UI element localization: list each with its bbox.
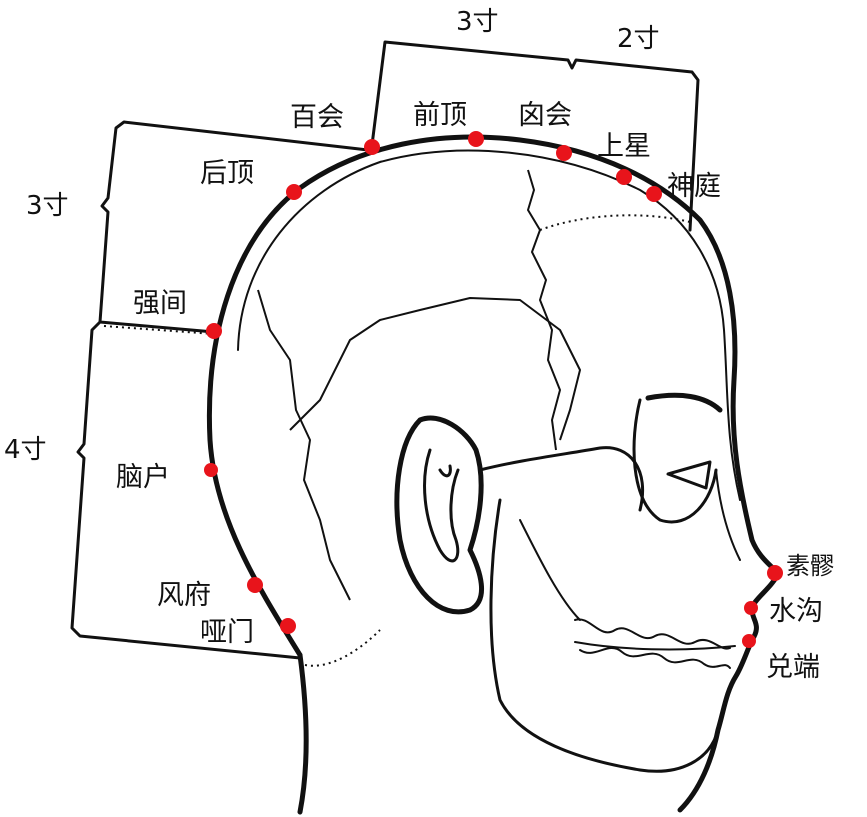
skull-inner-outline (237, 149, 741, 501)
label-shenting: 神庭 (667, 171, 721, 202)
coronal-suture (527, 169, 561, 451)
measure-top-right: 2寸 (617, 24, 660, 54)
skull-detail (237, 149, 741, 773)
label-suliao: 素髎 (786, 552, 834, 580)
acupoint-labels: 百会 前顶 囟会 上星 神庭 后顶 强间 脑户 风府 哑门 素髎 水沟 兑端 (116, 100, 834, 683)
lower-teeth (579, 647, 731, 669)
acupoints (204, 131, 783, 648)
scalp-outline (206, 134, 781, 658)
ear-outer (394, 415, 485, 615)
point-shangxing (616, 169, 632, 185)
point-duiduan (742, 634, 756, 648)
label-yamen: 哑门 (200, 617, 254, 648)
point-xinhui (556, 145, 572, 161)
point-baihui (364, 139, 380, 155)
face-profile (677, 571, 781, 813)
measurement-brackets (70, 40, 700, 660)
measure-back-upper: 3寸 (26, 191, 69, 221)
zygomatic-arch (478, 446, 645, 512)
lambdoid-suture (257, 289, 351, 601)
upper-teeth (574, 618, 731, 650)
back-lower-bracket (70, 320, 302, 660)
label-houding: 后顶 (200, 158, 254, 189)
point-yamen (280, 618, 296, 634)
point-houding (286, 184, 302, 200)
teeth-line (574, 641, 736, 651)
eye-brow (645, 392, 723, 413)
label-xinhui: 囟会 (518, 100, 572, 131)
measurement-labels: 3寸 2寸 3寸 4寸 (4, 7, 660, 465)
label-naohu: 脑户 (116, 462, 170, 493)
neck-dotted (304, 629, 381, 667)
ear-inner (423, 448, 460, 563)
neck-back (297, 652, 309, 815)
label-shangxing: 上星 (597, 131, 651, 162)
mandible-inner (519, 519, 581, 621)
label-qianding: 前顶 (413, 100, 467, 131)
eye-orbit (632, 398, 718, 524)
label-baihui: 百会 (290, 102, 344, 133)
label-duiduan: 兑端 (766, 652, 820, 683)
top-bracket (370, 40, 700, 232)
label-fengfu: 风府 (157, 580, 211, 611)
point-qianding (468, 131, 484, 147)
point-qiangjian (206, 323, 222, 339)
label-shuigou: 水沟 (769, 596, 823, 627)
point-shuigou (744, 601, 758, 615)
mandible (489, 498, 720, 773)
sphenoid-dotted (539, 214, 691, 231)
label-qiangjian: 强间 (133, 288, 187, 319)
back-upper-bracket (98, 120, 370, 334)
eye (666, 460, 712, 490)
point-fengfu (247, 577, 263, 593)
measure-top-left: 3寸 (456, 7, 499, 37)
ear-canal (438, 464, 452, 478)
point-suliao (767, 565, 783, 581)
nasal-bone (715, 469, 741, 561)
point-naohu (204, 463, 218, 477)
point-shenting (646, 186, 662, 202)
back-divider-line (103, 325, 215, 335)
measure-back-lower: 4寸 (4, 435, 47, 465)
squamous-suture (289, 297, 581, 441)
